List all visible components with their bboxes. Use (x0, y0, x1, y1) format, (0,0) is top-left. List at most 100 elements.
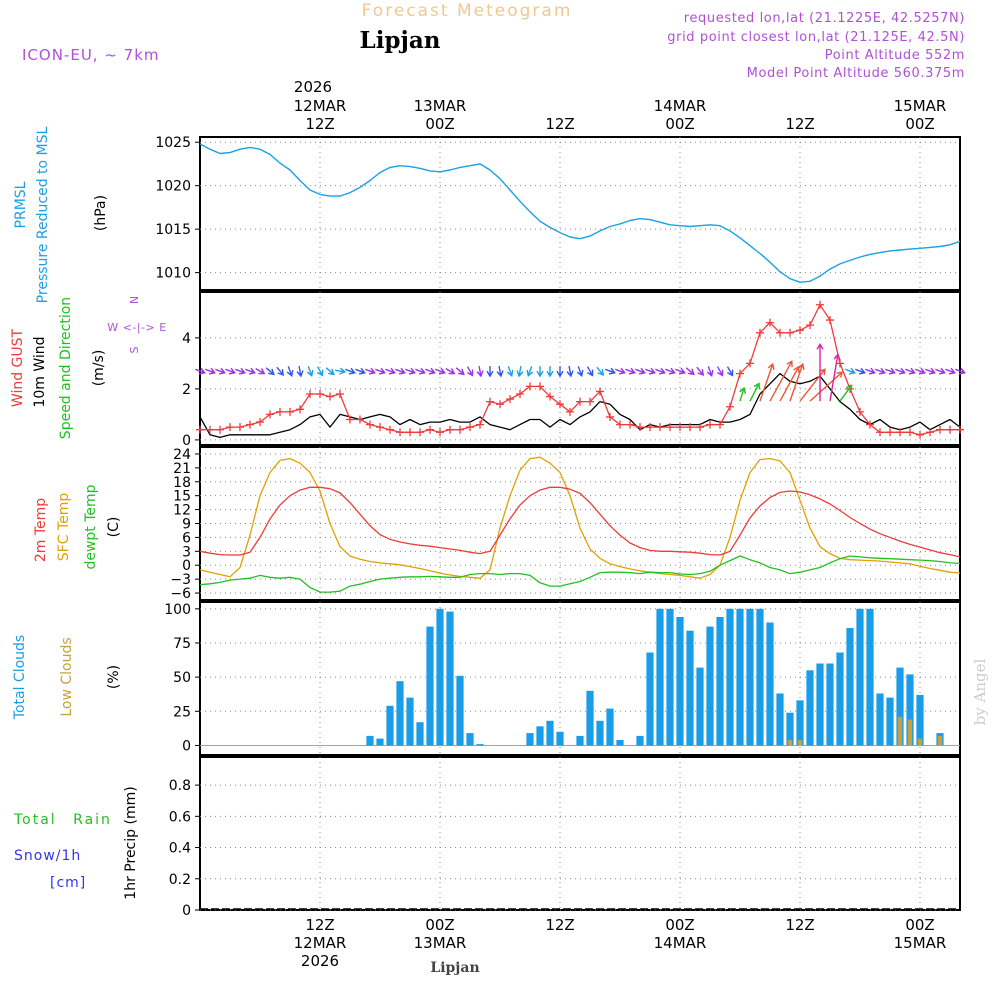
wind-direction-arrow (645, 367, 656, 375)
gust-marker (526, 382, 534, 391)
wind-direction-arrow (435, 367, 446, 375)
gust-marker (836, 359, 844, 368)
gust-marker (876, 428, 884, 437)
wind-direction-arrow (385, 367, 396, 375)
pressure-label-1: PRMSL (13, 181, 29, 228)
gust-marker (336, 390, 344, 398)
compass-we: W <-|-> E (107, 321, 166, 334)
wind-direction-arrow (605, 367, 616, 375)
total-cloud-bar (866, 608, 874, 746)
temperature-ytick-label: −3 (170, 572, 191, 588)
gust-marker (816, 300, 824, 309)
total-cloud-bar (666, 608, 674, 746)
gust-marker (206, 425, 214, 434)
gust-marker (426, 425, 434, 434)
temperature-ytick-label: 6 (182, 530, 191, 546)
gust-marker (416, 428, 424, 437)
wind-direction-arrow (716, 366, 724, 377)
wind-direction-arrow (334, 367, 347, 375)
gust-marker (476, 420, 484, 429)
wind-direction-arrow (809, 371, 844, 402)
pressure-line (199, 143, 961, 283)
gust-marker (356, 415, 364, 424)
gust-marker (686, 423, 694, 432)
panel-wind: 0 2 4 (182, 291, 961, 449)
snow-label: Snow/1h (14, 848, 81, 864)
wind-direction-arrow (506, 366, 514, 377)
wind-ytick-label: 0 (182, 433, 191, 449)
top-time-label: 00Z (665, 115, 694, 133)
sfc-temp-line (199, 456, 961, 579)
wind-direction-arrow (526, 366, 534, 377)
wind-direction-arrow (865, 367, 876, 375)
temp-dewpt-label: dewpt Temp (83, 484, 99, 569)
temperature-ytick-label: 12 (173, 503, 191, 519)
total-cloud-bar (656, 608, 664, 746)
total-cloud-bar (606, 708, 614, 746)
wind-direction-arrow (536, 366, 544, 378)
gust-marker (546, 392, 554, 401)
gust-marker (746, 359, 754, 368)
temperature-ytick-label: 18 (173, 475, 191, 491)
wind-direction-arrow (895, 367, 906, 375)
pressure-ytick-label: 1025 (155, 135, 191, 151)
total-cloud-bar (816, 663, 824, 746)
clouds-ytick-label: 75 (173, 636, 191, 652)
wind-direction-arrow (696, 366, 705, 376)
total-cloud-bar (386, 705, 394, 746)
gust-marker (486, 397, 494, 406)
gust-marker (576, 397, 584, 406)
temperature-ytick-label: 15 (173, 489, 191, 505)
gust-marker (236, 423, 244, 432)
gust-marker (266, 410, 274, 419)
wind-direction-arrow (205, 367, 216, 375)
total-cloud-bar (456, 675, 464, 746)
total-cloud-bar (686, 630, 694, 746)
gust-marker (676, 423, 684, 432)
point-altitude: Point Altitude 552m (825, 48, 965, 63)
bottom-time-label: 2026 (301, 952, 339, 970)
gust-marker (376, 423, 384, 432)
gust-marker (386, 425, 394, 434)
model-label: ICON-EU, ~ 7km (22, 46, 160, 64)
rain-label: Total Rain (13, 812, 112, 828)
total-cloud-bar (756, 608, 764, 746)
wind-direction-arrow (375, 367, 386, 375)
gust-marker (396, 428, 404, 437)
total-cloud-bar (676, 617, 684, 746)
wind-direction-arrow (215, 367, 226, 375)
grid-point-coords: grid point closest lon,lat (21.125E, 42.… (667, 30, 965, 45)
wind-direction-arrow (739, 386, 747, 402)
clouds-ytick-label: 100 (164, 602, 191, 618)
wind-direction-arrow (425, 367, 436, 375)
total-cloud-bar (876, 693, 884, 746)
gust-marker (946, 425, 954, 434)
total-cloud-bar (636, 735, 644, 746)
wind-direction-arrow (546, 366, 554, 378)
total-cloud-bar (916, 694, 924, 746)
gust-marker (856, 407, 864, 416)
gust-label: Wind GUST (10, 328, 26, 407)
top-year-label: 2026 (294, 78, 332, 96)
clouds-ylabel: (%) (106, 665, 122, 689)
total-clouds-label: Total Clouds (12, 635, 28, 720)
requested-coords: requested lon,lat (21.1225E, 42.5257N) (684, 11, 965, 26)
wind-direction-arrow (915, 367, 926, 375)
gust-marker (226, 423, 234, 432)
chart-title: Forecast Meteogram (362, 1, 573, 21)
low-cloud-bar (897, 716, 903, 746)
gust-marker (626, 420, 634, 429)
total-cloud-bar (706, 626, 714, 746)
wind-direction-arrow (945, 367, 956, 375)
gust-marker (406, 428, 414, 437)
temperature-ytick-label: 0 (182, 558, 191, 574)
wind-direction-arrow (816, 342, 824, 402)
wind-direction-arrow (296, 365, 304, 378)
gust-marker (466, 423, 474, 432)
bottom-time-label: 00Z (665, 916, 694, 934)
total-cloud-bar (796, 700, 804, 746)
temperature-ytick-label: 9 (182, 517, 191, 533)
total-cloud-bar (366, 735, 374, 746)
total-cloud-bar (616, 740, 624, 746)
